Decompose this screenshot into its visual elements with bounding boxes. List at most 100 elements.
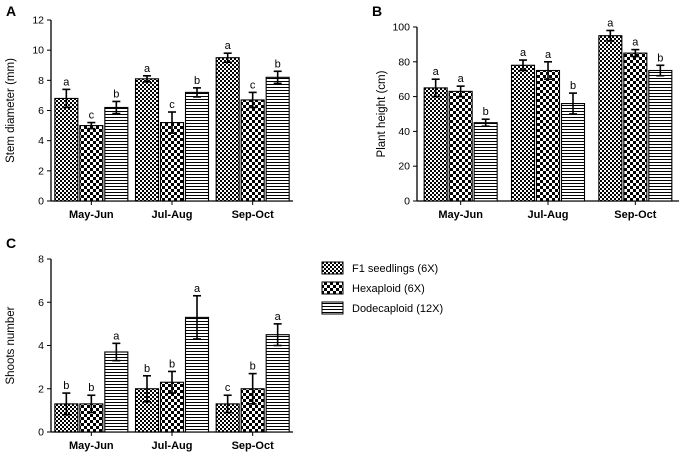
- panel-c-dodecaploid-sep-oct-error-bar: [273, 323, 282, 347]
- legend: F1 seedlings (6X) Hexaploid (6X) Dodecap…: [321, 261, 443, 315]
- panel-c-dodecaploid-jul-aug-significance-letter: a: [194, 283, 201, 295]
- legend-entry-f1-seedlings: F1 seedlings (6X): [321, 261, 438, 275]
- legend-label-hexaploid: Hexaploid (6X): [352, 283, 425, 295]
- panel-b-hexaploid-sep-oct-significance-letter: a: [632, 37, 639, 49]
- panel-a-hexaploid-may-jun-bar: [79, 125, 104, 202]
- panel-a-dodecaploid-jul-aug-significance-letter: b: [194, 75, 200, 87]
- panel-c-hexaploid-sep-oct-error-bar: [248, 372, 257, 405]
- panel-a-dodecaploid-sep-oct-bar: [265, 76, 290, 202]
- panel-a-y-tick-label: 6: [38, 105, 44, 117]
- panel-c-f1-seedlings-jul-aug-error-bar: [143, 374, 151, 403]
- panel-b-dodecaploid-may-jun-error-bar: [481, 118, 490, 127]
- panel-b-y-tick-label: 60: [398, 91, 410, 103]
- legend-label-dodecaploid: Dodecaploid (12X): [352, 303, 443, 315]
- panel-c-dodecaploid-may-jun-error-bar: [112, 342, 121, 362]
- panel-c-dodecaploid-jul-aug-error-bar: [193, 294, 201, 340]
- panel-b-hexaploid-jul-aug-significance-letter: a: [545, 49, 552, 61]
- legend-label-f1-seedlings: F1 seedlings (6X): [352, 263, 438, 275]
- panel-b-f1-seedlings-may-jun-error-bar: [431, 78, 440, 98]
- panel-a-hexaploid-may-jun-significance-letter: c: [89, 110, 95, 122]
- panel-c-f1-seedlings-sep-oct-significance-letter: c: [225, 382, 231, 394]
- panel-a-f1-seedlings-jul-aug-error-bar: [143, 75, 151, 83]
- panel-a-x-tick-label-jul-aug: Jul-Aug: [152, 209, 193, 221]
- panel-a-f1-seedlings-may-jun-bar: [54, 97, 79, 202]
- panel-b-x-tick-label-sep-oct: Sep-Oct: [614, 209, 657, 221]
- panel-a-hexaploid-sep-oct-bar: [240, 99, 265, 202]
- panel-a-dodecaploid-sep-oct-significance-letter: b: [275, 58, 281, 70]
- panel-b-y-tick-label: 0: [404, 196, 410, 208]
- panel-b-dodecaploid-jul-aug-significance-letter: b: [570, 80, 576, 92]
- panel-c-y-tick-label: 8: [38, 254, 44, 266]
- panel-a-dodecaploid-may-jun-error-bar: [112, 100, 121, 115]
- panel-a-hexaploid-jul-aug-error-bar: [168, 111, 176, 134]
- panel-a-y-tick-label: 8: [38, 75, 44, 87]
- panel-b-dodecaploid-sep-oct-error-bar: [656, 64, 665, 77]
- panel-c-hexaploid-jul-aug-error-bar: [168, 370, 176, 394]
- panel-a-dodecaploid-jul-aug-bar: [184, 91, 210, 202]
- panel-c-hexaploid-sep-oct-significance-letter: b: [250, 361, 256, 373]
- panel-a-y-tick-label: 10: [32, 45, 44, 57]
- panel-a-x-tick-label-may-jun: May-Jun: [69, 209, 114, 221]
- panel-a-letter: A: [6, 3, 16, 19]
- panel-c-x-tick-label-jul-aug: Jul-Aug: [152, 440, 193, 452]
- panel-b-y-tick-label: 20: [398, 161, 410, 173]
- panel-b-f1-seedlings-jul-aug-error-bar: [519, 59, 527, 72]
- panel-c-shoots-number: C Shoots number 0 2 4 6 8 May-Jun b b a Jul-Aug b b a S…: [5, 235, 293, 452]
- panel-b-plant-height: B Plant height (cm) 0 20 40 60 80 100 May-Jun a a b…: [372, 3, 679, 221]
- panel-c-f1-seedlings-sep-oct-error-bar: [223, 394, 232, 414]
- panel-c-f1-seedlings-may-jun-significance-letter: b: [63, 380, 69, 392]
- panel-a-hexaploid-may-jun-error-bar: [87, 121, 96, 130]
- panel-a-hexaploid-sep-oct-significance-letter: c: [250, 79, 256, 91]
- panel-b-dodecaploid-jul-aug-error-bar: [569, 92, 577, 115]
- panel-b-dodecaploid-jul-aug-bar: [560, 103, 586, 202]
- panel-b-dodecaploid-sep-oct-significance-letter: b: [657, 52, 663, 64]
- panel-a-y-tick-label: 0: [38, 196, 44, 208]
- panel-b-f1-seedlings-jul-aug-bar: [510, 64, 536, 202]
- panel-c-f1-seedlings-jul-aug-significance-letter: b: [144, 363, 150, 375]
- legend-swatch-hexaploid: [321, 281, 344, 295]
- panel-c-y-tick-label: 2: [38, 383, 44, 395]
- panel-c-y-tick-label: 6: [38, 297, 44, 309]
- panel-a-f1-seedlings-may-jun-error-bar: [62, 88, 71, 109]
- panel-b-f1-seedlings-sep-oct-bar: [598, 35, 623, 202]
- panel-a-y-axis-title: Stem diameter (mm): [5, 58, 17, 163]
- panel-b-hexaploid-jul-aug-bar: [535, 69, 561, 202]
- panel-b-dodecaploid-sep-oct-bar: [648, 69, 673, 202]
- panel-c-dodecaploid-may-jun-significance-letter: a: [113, 330, 120, 342]
- panel-a-stem-diameter: A Stem diameter (mm) 0 2 4 6 8 10 12 May-Jun a c b Ju…: [5, 3, 293, 221]
- panel-c-dodecaploid-may-jun-bar: [104, 351, 129, 433]
- panel-c-dodecaploid-sep-oct-bar: [265, 334, 290, 433]
- panel-b-hexaploid-may-jun-error-bar: [456, 85, 465, 98]
- panel-c-hexaploid-may-jun-error-bar: [87, 394, 96, 414]
- panel-a-y-tick-label: 2: [38, 165, 44, 177]
- panel-c-y-tick-label: 4: [38, 340, 44, 352]
- panel-b-f1-seedlings-may-jun-bar: [423, 87, 448, 202]
- panel-c-f1-seedlings-may-jun-error-bar: [62, 392, 71, 416]
- panel-c-dodecaploid-sep-oct-significance-letter: a: [275, 311, 282, 323]
- panel-b-hexaploid-sep-oct-bar: [623, 52, 648, 202]
- panel-a-y-tick-label: 12: [32, 15, 44, 27]
- panel-a-dodecaploid-sep-oct-error-bar: [273, 70, 282, 85]
- panel-a-x-tick-label-sep-oct: Sep-Oct: [232, 209, 275, 221]
- panel-b-dodecaploid-may-jun-significance-letter: b: [483, 106, 489, 118]
- panel-c-hexaploid-may-jun-significance-letter: b: [88, 382, 94, 394]
- panel-b-f1-seedlings-sep-oct-error-bar: [606, 29, 615, 42]
- panel-a-f1-seedlings-may-jun-significance-letter: a: [63, 76, 70, 88]
- panel-a-f1-seedlings-sep-oct-significance-letter: a: [225, 40, 232, 52]
- panel-c-letter: C: [6, 235, 16, 251]
- panel-c-x-tick-label-sep-oct: Sep-Oct: [232, 440, 275, 452]
- panel-a-hexaploid-jul-aug-bar: [159, 122, 185, 202]
- panel-a-f1-seedlings-sep-oct-error-bar: [223, 52, 232, 64]
- panel-a-hexaploid-jul-aug-significance-letter: c: [169, 99, 175, 111]
- panel-a-hexaploid-sep-oct-error-bar: [248, 91, 257, 109]
- legend-entry-hexaploid: Hexaploid (6X): [321, 281, 425, 295]
- panel-b-f1-seedlings-sep-oct-significance-letter: a: [607, 17, 614, 29]
- panel-b-letter: B: [372, 3, 382, 19]
- panel-b-hexaploid-may-jun-bar: [448, 90, 473, 202]
- legend-swatch-dodecaploid: [321, 301, 344, 315]
- panel-b-y-tick-label: 80: [398, 56, 410, 68]
- panel-c-y-tick-label: 0: [38, 427, 44, 439]
- panel-a-dodecaploid-jul-aug-error-bar: [193, 87, 201, 98]
- panel-a-f1-seedlings-jul-aug-significance-letter: a: [144, 63, 151, 75]
